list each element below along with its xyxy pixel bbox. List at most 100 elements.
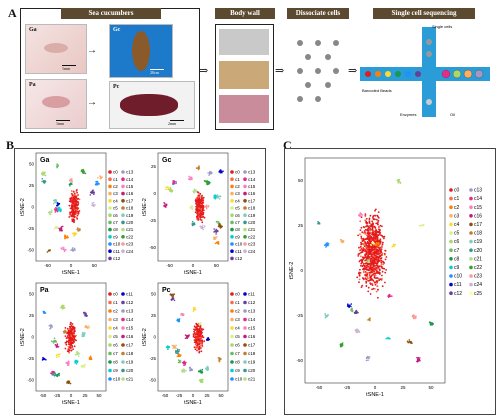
legend-swatch xyxy=(121,213,125,217)
cell-point xyxy=(69,178,72,180)
cell-point xyxy=(97,177,99,179)
cell-point xyxy=(73,247,76,250)
cell-point xyxy=(373,276,376,279)
cell-point xyxy=(367,279,369,282)
cell-point xyxy=(48,213,51,215)
cell-point xyxy=(200,347,202,349)
cell-point xyxy=(378,271,381,274)
y-tick-label: -25 xyxy=(27,356,34,361)
cell-point xyxy=(42,356,44,359)
cell-point xyxy=(217,242,219,245)
cell-point xyxy=(175,350,178,353)
cell-point xyxy=(197,196,200,199)
legend-swatch xyxy=(121,343,125,347)
legend-swatch xyxy=(230,227,234,232)
cell-point xyxy=(363,230,366,232)
cell-point xyxy=(200,341,202,344)
legend-swatch xyxy=(230,326,234,330)
cell-point xyxy=(383,252,386,255)
legend-label: c5 xyxy=(235,334,240,339)
cell-point xyxy=(58,206,61,209)
cell-point xyxy=(164,202,166,205)
cell-point xyxy=(69,213,71,215)
oil-label: Oil xyxy=(450,112,455,117)
legend-swatch xyxy=(230,334,234,339)
legend-label: c14 xyxy=(126,177,134,182)
cell-point xyxy=(68,380,71,383)
cell-point xyxy=(430,324,432,326)
cell-point xyxy=(195,209,198,212)
cell-point xyxy=(68,216,71,218)
legend-swatch xyxy=(449,239,453,244)
cell-point xyxy=(73,194,75,197)
cell-point xyxy=(363,245,366,248)
cell-point xyxy=(366,222,368,225)
cell-point xyxy=(354,311,357,313)
cell-point xyxy=(200,227,203,230)
cell-point xyxy=(180,314,182,316)
cell-point xyxy=(71,200,73,202)
cell-point xyxy=(73,221,75,224)
legend-label: c22 xyxy=(126,234,134,239)
cell-point xyxy=(201,371,203,373)
cell-point xyxy=(195,346,197,348)
pc-label: Pc xyxy=(113,84,120,90)
cell-point xyxy=(69,321,72,324)
legend-label: c19 xyxy=(126,360,134,365)
cell-point xyxy=(369,318,371,320)
gc-label: Gc xyxy=(113,27,121,33)
plot-title: Pc xyxy=(162,287,171,294)
cell-point xyxy=(209,171,212,173)
cell-point xyxy=(169,188,171,191)
legend-swatch xyxy=(108,199,112,203)
cell-point xyxy=(375,244,377,247)
cell-point xyxy=(429,321,431,324)
cell-point xyxy=(192,208,194,210)
legend-label: c16 xyxy=(126,191,134,196)
cell-point xyxy=(204,225,206,227)
y-tick-label: 25 xyxy=(151,164,157,169)
single-cells-label: Single cells xyxy=(432,24,452,29)
cell-point xyxy=(195,336,198,338)
cell-point xyxy=(350,308,352,311)
x-tick-label: -50 xyxy=(162,393,169,398)
cell-point xyxy=(63,250,66,253)
legend-swatch xyxy=(469,291,473,295)
legend-swatch xyxy=(230,184,234,189)
cell-point xyxy=(78,229,81,232)
legend-swatch xyxy=(469,214,473,218)
cell-point xyxy=(89,194,92,196)
cell-point xyxy=(215,228,217,231)
legend-label: c9 xyxy=(235,368,240,373)
cell-point xyxy=(389,337,391,340)
legend-label: c0 xyxy=(235,292,240,297)
legend-swatch xyxy=(121,351,125,356)
legend-label: c10 xyxy=(454,274,462,280)
cell-point xyxy=(410,341,412,343)
cell-point xyxy=(73,332,75,334)
cell-point xyxy=(411,342,413,345)
cell-point xyxy=(412,315,415,317)
legend-swatch xyxy=(243,213,247,217)
cell-point xyxy=(72,191,75,193)
cell-point xyxy=(368,271,371,274)
sea-cucumbers-header: Sea cucumbers xyxy=(61,8,161,19)
cell-point xyxy=(205,205,208,208)
cell-point xyxy=(192,335,195,338)
cell-point xyxy=(199,193,202,195)
legend-label: c12 xyxy=(248,300,256,305)
cell-point xyxy=(317,220,319,223)
x-tick-label: -50 xyxy=(44,263,51,268)
cell-point xyxy=(53,202,55,205)
cell-point xyxy=(63,247,65,249)
cell-point xyxy=(71,338,74,341)
cell-point xyxy=(374,227,377,229)
cell-point xyxy=(54,209,57,212)
cell-point xyxy=(197,202,200,205)
cell-point xyxy=(65,343,68,346)
cell-point xyxy=(202,201,204,204)
cell-point xyxy=(375,208,377,211)
legend-label: c11 xyxy=(248,292,255,297)
cell-point xyxy=(372,287,375,290)
cell-point xyxy=(362,277,364,279)
